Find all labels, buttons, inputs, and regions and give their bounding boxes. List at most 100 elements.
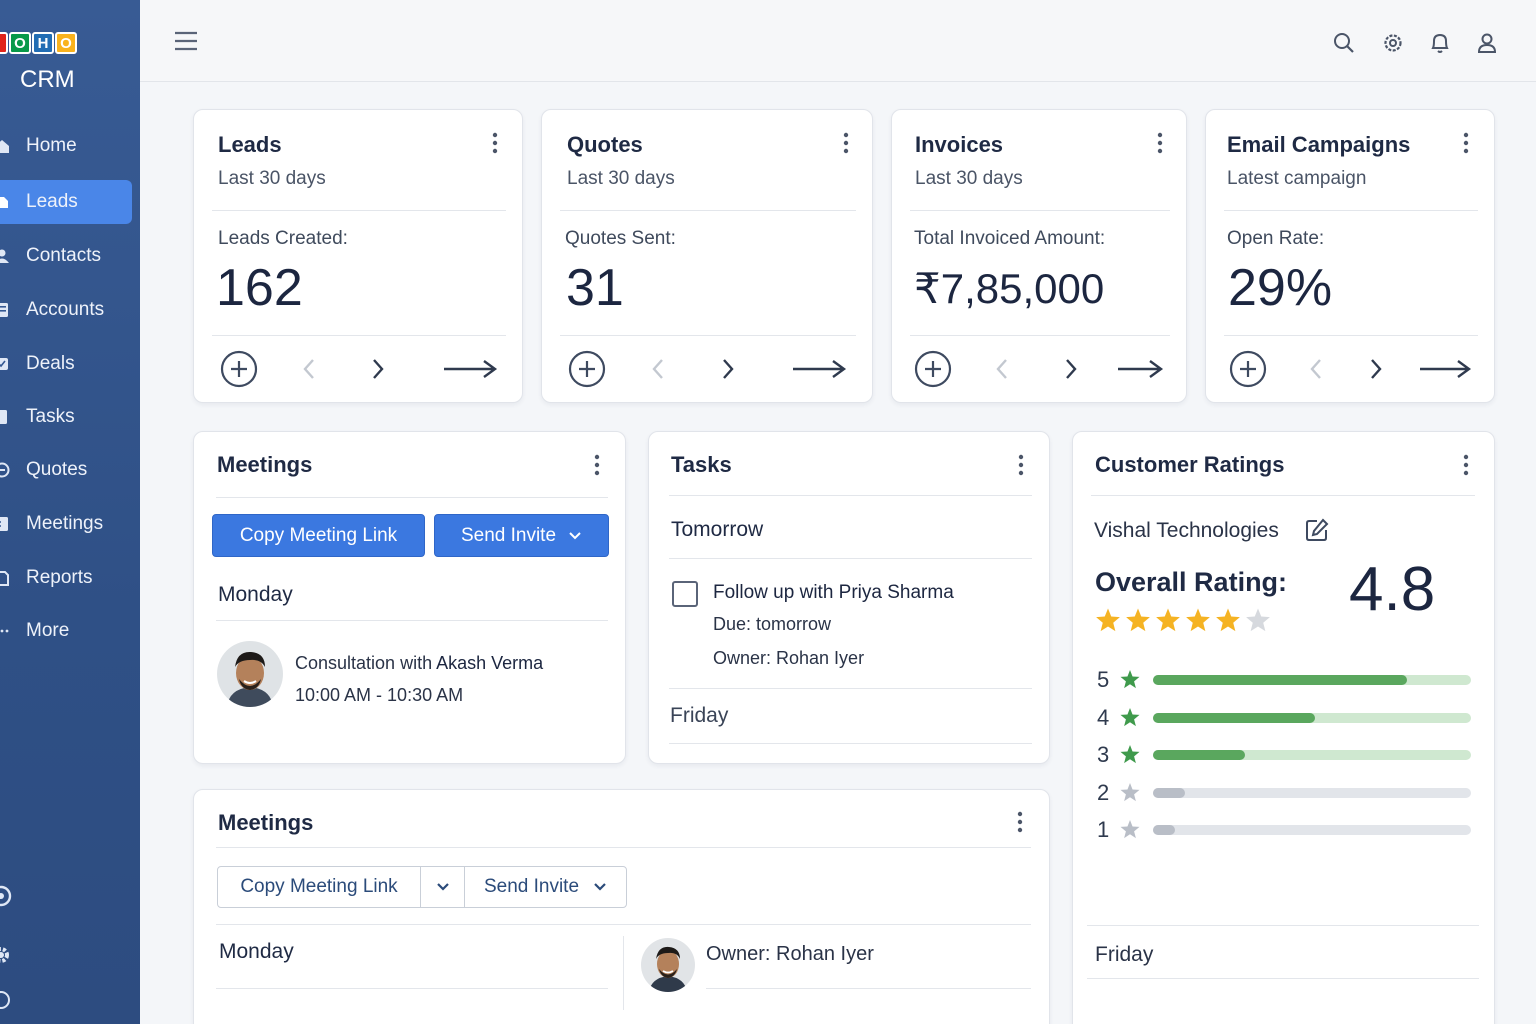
meeting-person: Akash Verma — [436, 653, 544, 673]
divider — [910, 335, 1170, 336]
reports-icon — [0, 571, 9, 586]
zoho-logo: O H O — [0, 32, 78, 54]
meetings-card-secondary: Meetings Copy Meeting Link Send Invite M… — [193, 789, 1050, 1024]
chevron-right-icon[interactable] — [721, 358, 735, 380]
chevron-right-icon[interactable] — [371, 358, 385, 380]
divider — [669, 743, 1032, 744]
chevron-left-icon[interactable] — [1309, 358, 1323, 380]
divider — [669, 688, 1032, 689]
task-owner: Owner: Rohan Iyer — [713, 648, 865, 668]
sidebar-item-tasks[interactable]: Tasks — [0, 395, 132, 439]
overall-rating-label: Overall Rating: — [1095, 567, 1288, 597]
star-filled-icon — [1096, 608, 1120, 632]
chevron-down-icon — [436, 883, 449, 891]
card-title: Customer Ratings — [1095, 452, 1285, 477]
sidebar: O H O CRM Home Leads Contacts Accounts D… — [0, 0, 140, 1024]
divider — [216, 497, 608, 498]
chevron-left-icon[interactable] — [995, 358, 1009, 380]
sidebar-item-label: Leads — [26, 191, 78, 212]
rating-bar-track — [1153, 788, 1471, 798]
task-title[interactable]: Follow up with Priya Sharma — [713, 582, 954, 603]
copy-meeting-link-button[interactable]: Copy Meeting Link — [217, 866, 421, 908]
arrow-right-icon[interactable] — [1116, 358, 1164, 380]
send-invite-button[interactable]: Send Invite — [464, 866, 627, 908]
product-name: CRM — [20, 66, 75, 93]
gear-icon[interactable] — [1382, 32, 1404, 54]
sidebar-item-label: More — [26, 620, 70, 641]
more-vertical-icon[interactable] — [1018, 454, 1024, 476]
arrow-right-icon[interactable] — [1418, 358, 1472, 380]
sidebar-item-contacts[interactable]: Contacts — [0, 234, 132, 278]
sidebar-item-label: Contacts — [26, 245, 101, 266]
divider — [1224, 210, 1478, 211]
more-vertical-icon[interactable] — [1463, 454, 1469, 476]
more-vertical-icon[interactable] — [492, 132, 498, 154]
star-icon — [1120, 745, 1140, 764]
task-checkbox[interactable] — [672, 581, 698, 607]
chevron-left-icon[interactable] — [302, 358, 316, 380]
settings-icon[interactable] — [0, 944, 12, 966]
rating-bar-fill — [1153, 713, 1316, 723]
copy-meeting-link-button[interactable]: Copy Meeting Link — [212, 514, 425, 557]
menu-icon[interactable] — [174, 30, 198, 52]
rating-star-count: 3 — [1097, 742, 1110, 767]
add-circle-icon[interactable] — [568, 350, 606, 388]
star-icon — [1120, 708, 1140, 727]
divider — [1087, 978, 1479, 979]
sidebar-item-deals[interactable]: Deals — [0, 342, 132, 386]
card-subtitle: Last 30 days — [218, 168, 326, 189]
sidebar-item-more[interactable]: More — [0, 609, 132, 653]
card-title: Invoices — [915, 132, 1004, 157]
arrow-right-icon[interactable] — [791, 358, 847, 380]
more-vertical-icon[interactable] — [1017, 811, 1023, 833]
meeting-time: 10:00 AM - 10:30 AM — [295, 685, 464, 705]
star-icon — [1120, 783, 1140, 802]
rating-star-count: 4 — [1097, 705, 1110, 730]
sidebar-item-quotes[interactable]: Quotes — [0, 448, 132, 492]
overall-stars — [1096, 608, 1270, 632]
sidebar-item-leads[interactable]: Leads — [0, 180, 132, 224]
top-bar — [140, 0, 1536, 82]
chevron-right-icon[interactable] — [1064, 358, 1078, 380]
edit-icon[interactable] — [1305, 518, 1329, 542]
star-filled-icon — [1216, 608, 1240, 632]
metric-label: Leads Created: — [218, 228, 348, 249]
more-vertical-icon[interactable] — [1463, 132, 1469, 154]
sidebar-item-home[interactable]: Home — [0, 124, 132, 168]
chevron-left-icon[interactable] — [651, 358, 665, 380]
sidebar-item-accounts[interactable]: Accounts — [0, 288, 132, 332]
quotes-icon — [0, 462, 10, 478]
chevron-down-icon — [569, 531, 581, 539]
add-circle-icon[interactable] — [914, 350, 952, 388]
group-heading-tomorrow: Tomorrow — [671, 518, 764, 541]
user-icon[interactable] — [1476, 32, 1498, 54]
rating-bar-track — [1153, 675, 1471, 685]
stat-card-quotes: Quotes Last 30 days Quotes Sent: 31 — [541, 109, 873, 403]
meeting-title[interactable]: Consultation with Akash Verma — [295, 653, 543, 674]
overall-rating-value: 4.8 — [1349, 555, 1436, 624]
sidebar-item-reports[interactable]: Reports — [0, 556, 132, 600]
chevron-right-icon[interactable] — [1369, 358, 1383, 380]
search-icon[interactable] — [1333, 32, 1355, 54]
card-title: Email Campaigns — [1227, 132, 1411, 157]
bell-icon[interactable] — [1429, 32, 1451, 54]
more-vertical-icon[interactable] — [1157, 132, 1163, 154]
metric-value: 162 — [216, 259, 303, 317]
meetings-icon — [0, 517, 8, 531]
rating-bar-fill — [1153, 825, 1176, 835]
send-invite-button[interactable]: Send Invite — [434, 514, 609, 557]
add-circle-icon[interactable] — [220, 350, 258, 388]
stat-card-invoices: Invoices Last 30 days Total Invoiced Amo… — [891, 109, 1187, 403]
home-icon — [0, 140, 9, 153]
add-circle-icon[interactable] — [1229, 350, 1267, 388]
more-vertical-icon[interactable] — [594, 454, 600, 476]
card-title: Meetings — [217, 452, 313, 477]
copy-link-dropdown-button[interactable] — [420, 866, 465, 908]
more-vertical-icon[interactable] — [843, 132, 849, 154]
sidebar-item-meetings[interactable]: Meetings — [0, 502, 132, 546]
stat-card-email-campaigns: Email Campaigns Latest campaign Open Rat… — [1205, 109, 1495, 403]
power-icon[interactable] — [0, 989, 12, 1011]
arrow-right-icon[interactable] — [442, 358, 498, 380]
divider — [216, 924, 1031, 925]
help-icon[interactable] — [0, 885, 12, 907]
